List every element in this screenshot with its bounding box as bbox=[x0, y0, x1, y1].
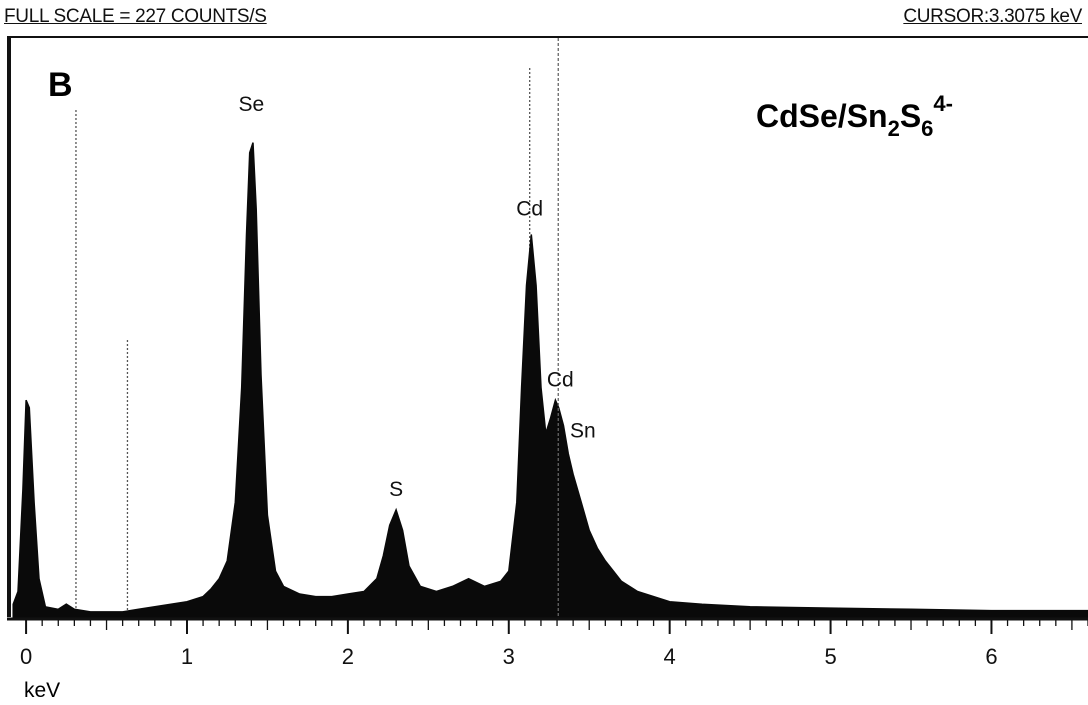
sample-label-sup-charge: 4- bbox=[933, 91, 953, 116]
x-tick-label: 6 bbox=[985, 644, 997, 669]
peak-label: Cd bbox=[547, 369, 574, 392]
x-tick-label: 5 bbox=[824, 644, 836, 669]
x-tick-label: 1 bbox=[181, 644, 193, 669]
x-tick-label: 4 bbox=[664, 644, 676, 669]
x-tick-label: 2 bbox=[342, 644, 354, 669]
sample-label: CdSe/Sn2S64- bbox=[756, 91, 953, 141]
peak-labels: Se S Cd Cd Sn bbox=[238, 93, 595, 501]
x-axis-label: keV bbox=[24, 679, 60, 702]
peak-label: S bbox=[389, 478, 403, 501]
x-tick-label: 3 bbox=[503, 644, 515, 669]
peak-label: Cd bbox=[516, 198, 543, 221]
peak-label: Sn bbox=[570, 420, 596, 443]
panel-letter: B bbox=[48, 66, 73, 104]
peak-label: Se bbox=[238, 93, 264, 116]
marker-lines bbox=[75, 68, 531, 617]
sample-label-main: CdSe/Sn bbox=[756, 98, 888, 134]
spectrum-area bbox=[12, 142, 1088, 618]
cursor-readout: CURSOR:3.3075 keV bbox=[903, 6, 1082, 27]
x-tick-label: 0 bbox=[20, 644, 32, 669]
sample-label-sub-2: 2 bbox=[888, 116, 900, 141]
sample-label-s: S bbox=[900, 98, 921, 134]
x-ticks: 0 1 2 3 4 5 6 bbox=[20, 620, 1088, 669]
sample-label-sub-6: 6 bbox=[921, 116, 933, 141]
full-scale-readout: FULL SCALE = 227 COUNTS/S bbox=[4, 6, 267, 27]
